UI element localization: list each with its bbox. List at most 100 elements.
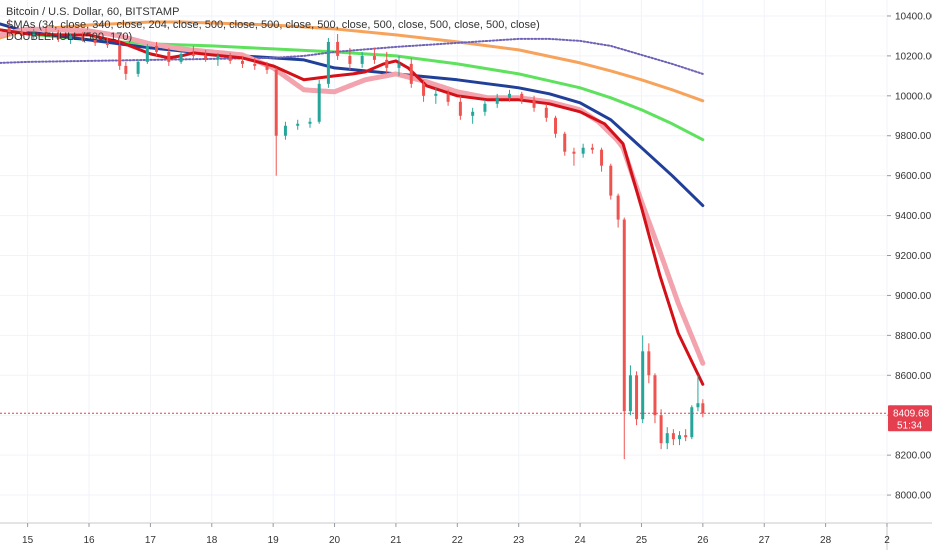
candle-body xyxy=(628,375,632,412)
time-tick-label: 25 xyxy=(636,535,648,546)
candle-body xyxy=(19,31,23,36)
candle-body xyxy=(622,219,626,412)
price-tick-label: 8000.00 xyxy=(895,491,932,502)
last-price-value: 8409.68 xyxy=(893,408,930,419)
candle-body xyxy=(7,27,11,32)
series-line xyxy=(0,28,705,386)
candle-body xyxy=(385,59,389,68)
bar-countdown: 51:34 xyxy=(897,420,922,431)
candle-body xyxy=(204,55,208,59)
price-tick-label: 10000.00 xyxy=(895,91,932,102)
last-price-tag: 8409.68 51:34 xyxy=(888,405,932,432)
time-tick-label: 18 xyxy=(206,535,218,546)
candle-body xyxy=(678,435,682,440)
candle-body xyxy=(397,63,401,68)
candle-body xyxy=(690,407,694,438)
candle-body xyxy=(532,99,536,108)
candle-body xyxy=(434,93,438,96)
candle-body xyxy=(696,403,700,408)
candle-body xyxy=(471,111,475,116)
price-tick-label: 9400.00 xyxy=(895,211,932,222)
candle-body xyxy=(81,35,85,40)
last-price-tag-background xyxy=(888,405,932,432)
candle-body xyxy=(317,83,321,122)
time-tick-label: 20 xyxy=(329,535,341,546)
series-line xyxy=(0,20,705,103)
candle-body xyxy=(348,55,352,64)
candlesticks xyxy=(7,18,705,460)
candle-body xyxy=(600,149,604,166)
price-tick-label: 9000.00 xyxy=(895,291,932,302)
price-tick-label: 8800.00 xyxy=(895,331,932,342)
candle-body xyxy=(590,147,594,150)
candle-body xyxy=(283,125,287,136)
candle-body xyxy=(609,165,613,196)
candle-body xyxy=(422,83,426,96)
candle-body xyxy=(520,93,524,100)
chart-series xyxy=(0,20,706,386)
candle-body xyxy=(653,375,657,416)
time-tick-label: 22 xyxy=(452,535,464,546)
price-tick-label: 8600.00 xyxy=(895,371,932,382)
time-tick-label: 16 xyxy=(83,535,95,546)
candle-body xyxy=(274,69,278,136)
candle-body xyxy=(124,65,128,74)
candle-body xyxy=(360,55,364,64)
candle-body xyxy=(118,44,122,66)
candle-body xyxy=(659,415,663,444)
time-axis[interactable]: 15 16 17 18 19 20 21 22 23 24 25 26 27 28 2 xyxy=(22,523,890,546)
price-tick-label: 8200.00 xyxy=(895,451,932,462)
candle-body xyxy=(56,33,60,39)
candle-body xyxy=(507,93,511,98)
candle-body xyxy=(647,351,651,376)
price-tick-label: 10200.00 xyxy=(895,51,932,62)
series-line xyxy=(0,22,705,208)
candle-body xyxy=(179,53,183,62)
time-tick-label: 27 xyxy=(759,535,771,546)
candle-body xyxy=(155,45,159,52)
candle-body xyxy=(93,39,97,43)
time-tick-label: 15 xyxy=(22,535,34,546)
candle-body xyxy=(544,107,548,118)
time-tick-label: 17 xyxy=(145,535,157,546)
price-tick-label: 10400.00 xyxy=(895,11,932,22)
candle-body xyxy=(635,375,639,420)
candle-body xyxy=(336,41,340,56)
candle-body xyxy=(483,103,487,112)
candle-body xyxy=(191,53,195,56)
price-tick-label: 9200.00 xyxy=(895,251,932,262)
candle-body xyxy=(216,55,220,59)
time-tick-label: 24 xyxy=(575,535,587,546)
candle-body xyxy=(616,195,620,220)
candle-body xyxy=(296,123,300,126)
candle-body xyxy=(240,60,244,64)
candle-body xyxy=(69,35,73,39)
time-tick-label: 21 xyxy=(390,535,402,546)
candle-body xyxy=(495,97,499,104)
time-tick-label: 19 xyxy=(268,535,280,546)
candle-body xyxy=(701,403,705,414)
candle-body xyxy=(253,63,257,66)
candle-body xyxy=(684,435,688,438)
candle-body xyxy=(44,31,48,34)
candle-body xyxy=(563,133,567,152)
candle-body xyxy=(228,55,232,61)
candle-body xyxy=(32,31,36,36)
candle-body xyxy=(581,147,585,154)
time-tick-label: 2 xyxy=(884,535,890,546)
candle-body xyxy=(265,65,269,70)
candle-body xyxy=(458,101,462,116)
candle-body xyxy=(665,433,669,444)
candle-body xyxy=(372,55,376,60)
time-tick-label: 23 xyxy=(513,535,525,546)
candle-body xyxy=(326,41,330,84)
time-tick-label: 26 xyxy=(697,535,709,546)
candle-body xyxy=(671,433,675,440)
candle-body xyxy=(446,93,450,102)
candle-body xyxy=(554,117,558,134)
candle-body xyxy=(105,42,109,45)
candle-body xyxy=(308,121,312,124)
time-tick-label: 28 xyxy=(820,535,832,546)
